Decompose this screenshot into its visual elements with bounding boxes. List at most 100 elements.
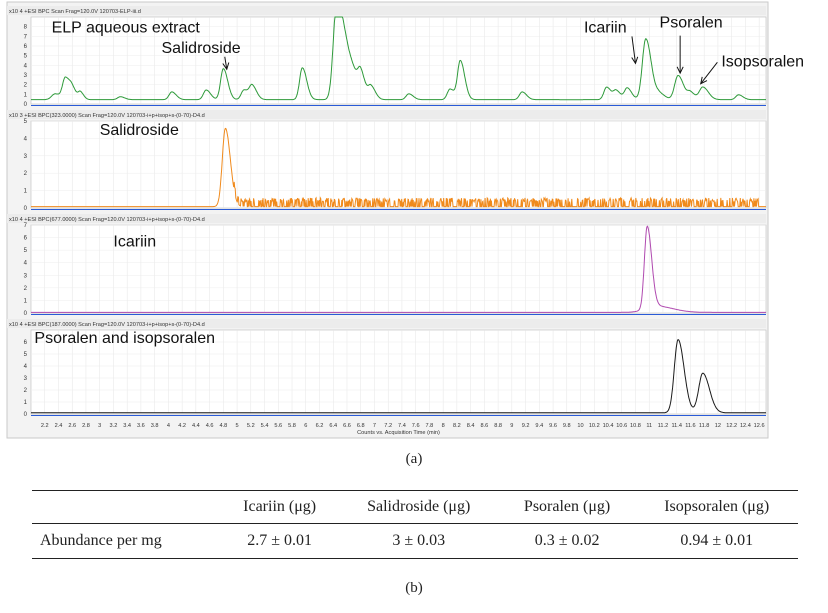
y-tick-label: 1	[24, 189, 28, 195]
x-tick-label: 9.6	[549, 423, 557, 429]
x-tick-label: 6.2	[316, 423, 324, 429]
chromatogram-trace	[31, 339, 766, 414]
y-tick-label: 7	[24, 223, 28, 229]
x-tick-label: 10.2	[589, 423, 600, 429]
y-tick-label: 1	[24, 298, 28, 304]
x-tick-label: 9.8	[563, 423, 571, 429]
x-tick-label: 12.2	[726, 423, 737, 429]
peak-annotation: Psoralen and isopsoralen	[34, 330, 215, 347]
peak-annotation: Psoralen	[660, 15, 723, 32]
panel-header-text: x10 4 +ESI BPC(187.0000) Scan Frag=120.0…	[9, 322, 205, 328]
panel-header-strip	[7, 110, 766, 119]
panel-header-text: x10 3 +ESI BPC(323.0000) Scan Frag=120.0…	[9, 113, 205, 119]
x-tick-label: 3	[98, 423, 101, 429]
peak-annotation: Isopsoralen	[721, 53, 804, 70]
y-tick-label: 1	[24, 400, 28, 406]
x-tick-label: 5	[236, 423, 239, 429]
y-tick-label: 1	[24, 92, 28, 98]
x-tick-label: 8.6	[480, 423, 488, 429]
x-tick-label: 4.6	[206, 423, 214, 429]
plot-area	[30, 120, 767, 209]
y-tick-label: 3	[24, 73, 28, 79]
y-tick-label: 0	[24, 412, 28, 418]
x-tick-label: 8.2	[453, 423, 461, 429]
peak-annotation: ELP aqueous extract	[52, 19, 201, 36]
y-tick-label: 3	[24, 154, 28, 160]
y-tick-label: 6	[24, 236, 28, 242]
x-tick-label: 11.6	[685, 423, 695, 429]
x-tick-label: 4.8	[219, 423, 227, 429]
y-tick-label: 5	[24, 119, 28, 125]
y-tick-label: 5	[24, 248, 28, 254]
annotation-arrowhead	[700, 76, 708, 85]
y-tick-label: 4	[24, 63, 28, 69]
x-tick-label: 11.2	[658, 423, 668, 429]
table-row: Abundance per mg 2.7 ± 0.01 3 ± 0.03 0.3…	[32, 524, 798, 559]
y-tick-label: 2	[24, 388, 28, 394]
table-cell-isopsoralen: 0.94 ± 0.01	[680, 532, 754, 549]
table-header-salidroside: Salidroside (μg)	[367, 498, 471, 515]
plot-area	[30, 329, 767, 415]
y-tick-label: 5	[24, 352, 28, 358]
x-tick-label: 4.2	[178, 423, 186, 429]
panel-header-strip	[7, 6, 766, 15]
plot-area	[30, 16, 767, 105]
y-tick-label: 3	[24, 273, 28, 279]
y-tick-label: 0	[24, 206, 28, 212]
table-header-row: Icariin (μg) Salidroside (μg) Psoralen (…	[32, 490, 798, 524]
x-tick-label: 11.4	[671, 423, 681, 429]
table-header-psoralen: Psoralen (μg)	[523, 498, 611, 515]
x-tick-label: 7.4	[398, 423, 406, 429]
table-header-icariin: Icariin (μg)	[243, 498, 317, 515]
x-tick-label: 5.8	[288, 423, 296, 429]
x-tick-label: 8.8	[494, 423, 502, 429]
x-tick-label: 12.6	[754, 423, 765, 429]
x-tick-label: 3.6	[137, 423, 145, 429]
y-tick-label: 5	[24, 54, 28, 60]
y-tick-label: 4	[24, 261, 28, 267]
x-tick-label: 5.6	[274, 423, 282, 429]
figure-label-b: (b)	[405, 580, 423, 596]
y-tick-label: 2	[24, 171, 28, 177]
y-tick-label: 4	[24, 364, 28, 370]
table-cell-salidroside: 3 ± 0.03	[392, 532, 446, 549]
y-tick-label: 2	[24, 83, 28, 89]
x-tick-label: 6.4	[329, 423, 337, 429]
peak-annotation: Icariin	[113, 233, 156, 250]
y-tick-label: 4	[24, 136, 28, 142]
annotation-arrowhead	[222, 62, 230, 71]
x-tick-label: 9.2	[522, 423, 530, 429]
annotation-arrow	[224, 56, 228, 70]
x-tick-label: 8	[442, 423, 445, 429]
y-tick-label: 6	[24, 44, 28, 50]
panel-header-strip	[7, 319, 766, 328]
x-tick-label: 10.6	[616, 423, 627, 429]
x-tick-label: 2.6	[68, 423, 76, 429]
x-tick-label: 7.8	[426, 423, 434, 429]
y-tick-label: 6	[24, 340, 28, 346]
chromatogram-panel-4: x10 4 +ESI BPC(187.0000) Scan Frag=120.0…	[7, 319, 767, 418]
x-tick-label: 7	[373, 423, 376, 429]
table-cell-psoralen: 0.3 ± 0.02	[534, 532, 600, 549]
y-tick-label: 0	[24, 102, 28, 108]
x-tick-label: 12.4	[740, 423, 751, 429]
y-tick-label: 7	[24, 34, 28, 40]
x-tick-label: 2.2	[41, 423, 49, 429]
x-axis-label: Counts vs. Acquisition Time (min)	[357, 430, 440, 436]
x-tick-label: 4	[167, 423, 170, 429]
annotation-arrow	[700, 61, 718, 85]
figure-label-a: (a)	[405, 451, 423, 467]
x-tick-label: 12	[715, 423, 721, 429]
table-row-label: Abundance per mg	[40, 532, 162, 549]
annotation-arrowhead	[676, 66, 684, 75]
x-tick-label: 5.2	[247, 423, 255, 429]
x-tick-label: 3.4	[123, 423, 131, 429]
table-header-isopsoralen: Isopsoralen (μg)	[664, 498, 770, 515]
chromatogram-trace	[31, 225, 766, 313]
panel-header-text: x10 4 +ESI BPC Scan Frag=120.0V 120703-E…	[9, 9, 141, 15]
peak-annotation: Icariin	[584, 19, 627, 36]
table-cell-icariin: 2.7 ± 0.01	[247, 532, 313, 549]
chromatogram-panel-3: x10 4 +ESI BPC(677.0000) Scan Frag=120.0…	[7, 214, 767, 317]
panel-header-text: x10 4 +ESI BPC(677.0000) Scan Frag=120.0…	[9, 217, 205, 223]
y-tick-label: 2	[24, 286, 28, 292]
